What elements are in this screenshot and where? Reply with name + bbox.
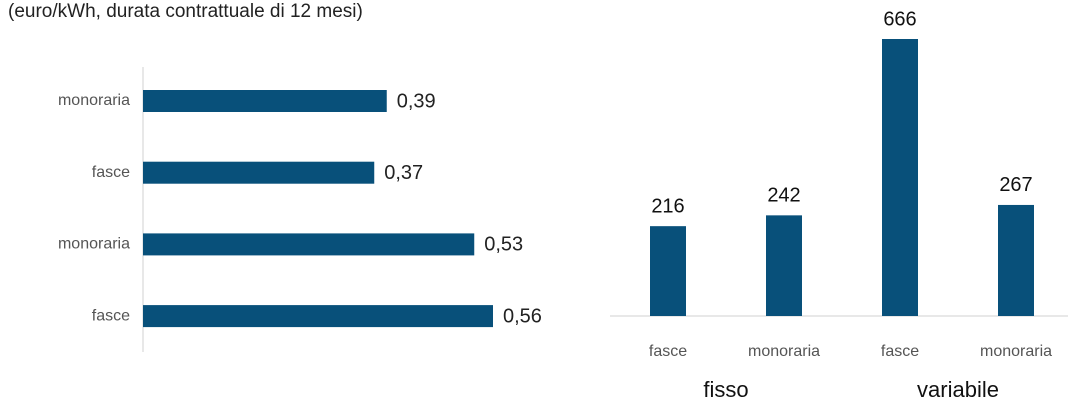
x-tick-label: monoraria xyxy=(980,343,1052,360)
bar xyxy=(998,204,1034,316)
x-tick-label: fasce xyxy=(881,343,919,360)
bar xyxy=(882,39,918,316)
value-label: 0,56 xyxy=(503,305,542,327)
value-label: 0,37 xyxy=(384,162,423,184)
y-tick-label: monoraria xyxy=(58,236,130,253)
value-label: 267 xyxy=(999,174,1032,196)
y-tick-label: fasce xyxy=(92,164,130,181)
value-label: 242 xyxy=(767,185,800,207)
y-tick-label: fasce xyxy=(92,307,130,324)
bar xyxy=(143,90,387,112)
x-tick-label: monoraria xyxy=(748,343,820,360)
bar xyxy=(766,215,802,316)
bar xyxy=(143,233,475,256)
value-label: 216 xyxy=(651,195,684,217)
value-label: 0,53 xyxy=(484,234,523,256)
x-tick-label: fasce xyxy=(649,343,687,360)
bar xyxy=(143,305,493,328)
value-label: 666 xyxy=(883,8,916,30)
subtitle: (euro/kWh, durata contrattuale di 12 mes… xyxy=(8,1,363,22)
group-label: fisso xyxy=(703,377,748,402)
value-label: 0,39 xyxy=(397,90,436,112)
bar xyxy=(650,226,686,316)
group-label: variabile xyxy=(917,377,999,402)
bar xyxy=(143,161,375,184)
y-tick-label: monoraria xyxy=(58,92,130,109)
